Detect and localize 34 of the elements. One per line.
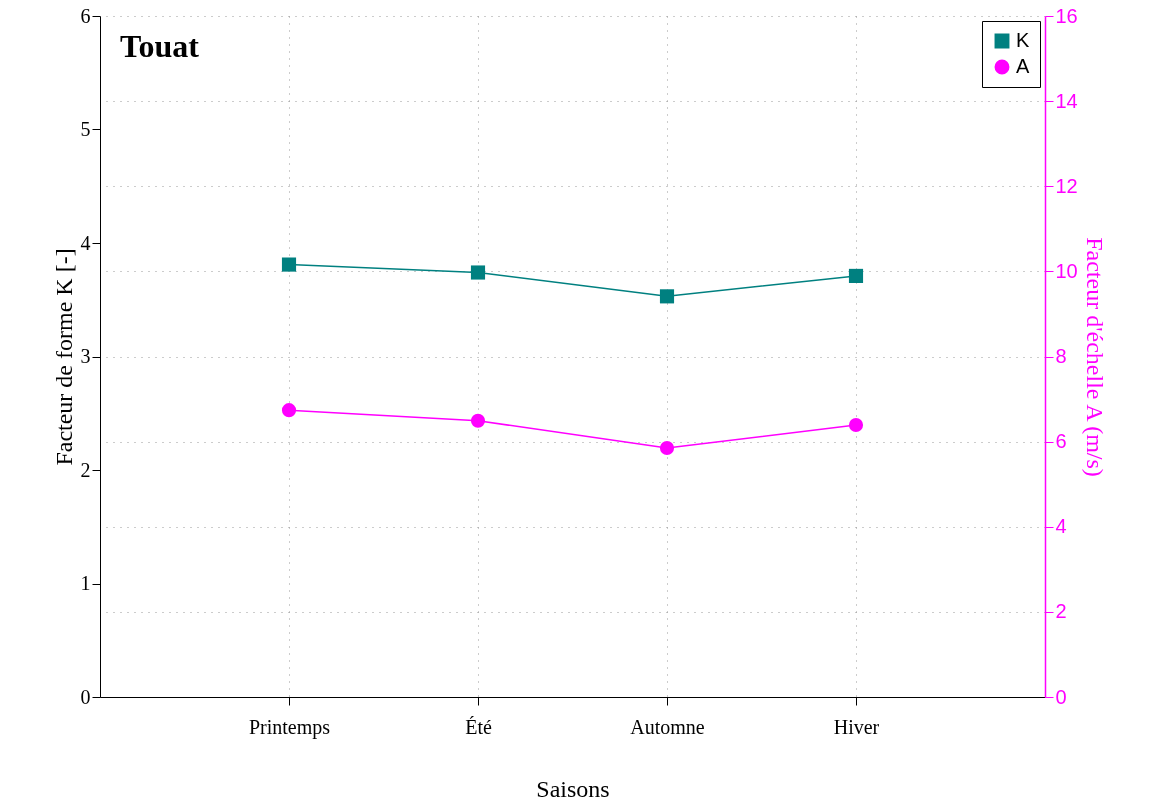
x-tick-label: Été — [465, 715, 492, 738]
y-tick-label: 1 — [80, 572, 91, 594]
y2-tick-label: 0 — [1055, 685, 1067, 708]
y2-tick-label: 8 — [1055, 345, 1067, 367]
y-tick-label: 6 — [80, 4, 91, 27]
point — [848, 417, 864, 433]
x-axis-title: Saisons — [536, 775, 610, 802]
point — [470, 265, 486, 280]
y2-tick-label: 14 — [1055, 89, 1078, 112]
chart-title: Touat — [120, 28, 200, 64]
y2-tick-label: 16 — [1055, 4, 1078, 27]
y-tick-label: 0 — [80, 685, 91, 708]
x-tick-label: Automne — [630, 715, 705, 738]
y-axis-title: Facteur de forme K [-] — [50, 248, 77, 466]
point — [281, 257, 297, 272]
point — [848, 268, 864, 283]
y-tick-label: 3 — [80, 345, 91, 367]
y2-tick-label: 4 — [1055, 515, 1067, 538]
point — [659, 289, 675, 304]
y-tick-label: 4 — [80, 231, 91, 254]
legend-label: K — [1016, 29, 1030, 51]
y2-tick-label: 12 — [1055, 174, 1078, 197]
point — [470, 413, 486, 428]
y2-tick-label: 10 — [1055, 259, 1078, 282]
y-tick-label: 5 — [80, 118, 91, 140]
y2-tick-label: 2 — [1055, 600, 1067, 623]
point — [281, 403, 297, 418]
x-tick-label: Hiver — [833, 715, 880, 738]
y2-tick-label: 6 — [1055, 430, 1067, 453]
y-tick-label: 2 — [80, 458, 91, 481]
legend-label: A — [1016, 55, 1030, 77]
y2-axis-title: Facteur d'échelle A (m/s) — [1081, 237, 1108, 477]
x-tick-label: Printemps — [248, 715, 331, 739]
point — [659, 440, 675, 456]
